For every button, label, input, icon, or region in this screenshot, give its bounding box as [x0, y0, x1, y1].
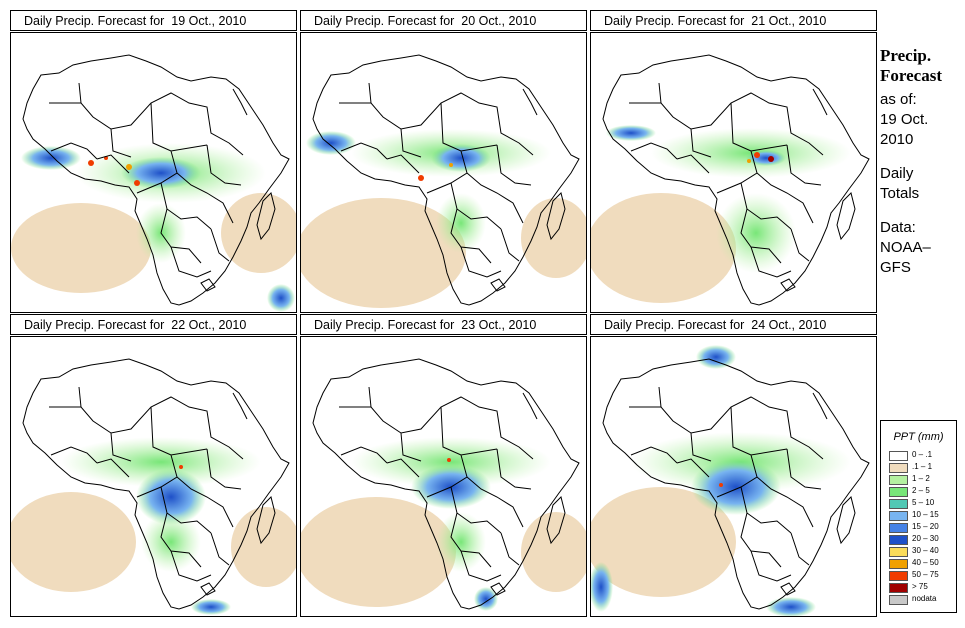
legend-swatch [889, 475, 908, 485]
legend-label: 10 – 15 [912, 510, 939, 519]
forecast-panel-day-1: Daily Precip. Forecast for 19 Oct., 2010 [10, 10, 297, 313]
panel-title: Daily Precip. Forecast for 24 Oct., 2010 [590, 314, 877, 335]
forecast-panel-day-6: Daily Precip. Forecast for 24 Oct., 2010 [590, 314, 877, 617]
legend-swatch [889, 595, 908, 605]
legend-swatch [889, 523, 908, 533]
legend-swatch [889, 571, 908, 581]
data-source-1: NOAA– [880, 239, 931, 256]
legend-label: 5 – 10 [912, 498, 935, 507]
panel-title: Daily Precip. Forecast for 19 Oct., 2010 [10, 10, 297, 31]
panel-title: Daily Precip. Forecast for 22 Oct., 2010 [10, 314, 297, 335]
sidebar-info: Precip. Forecast as of: 19 Oct. 2010 Dai… [880, 46, 965, 278]
precip-map [590, 32, 877, 313]
legend-swatch [889, 547, 908, 557]
panel-title: Daily Precip. Forecast for 23 Oct., 2010 [300, 314, 587, 335]
legend-swatch [889, 451, 908, 461]
legend-title: PPT (mm) [893, 431, 944, 443]
heading-forecast: Forecast [880, 66, 942, 85]
asof-date: 19 Oct. [880, 111, 929, 128]
legend-label: > 75 [912, 582, 928, 591]
legend-swatch [889, 535, 908, 545]
forecast-panel-day-5: Daily Precip. Forecast for 23 Oct., 2010 [300, 314, 587, 617]
forecast-panel-day-3: Daily Precip. Forecast for 21 Oct., 2010 [590, 10, 877, 313]
legend-label: 20 – 30 [912, 534, 939, 543]
heading-precip: Precip. [880, 46, 932, 65]
data-label: Data: [880, 219, 916, 236]
legend-swatch [889, 487, 908, 497]
totals-line2: Totals [880, 185, 920, 202]
legend-label: 15 – 20 [912, 522, 939, 531]
precip-map [10, 32, 297, 313]
legend-label: 2 – 5 [912, 486, 930, 495]
precip-map [10, 336, 297, 617]
legend-label: 40 – 50 [912, 558, 939, 567]
forecast-panel-day-2: Daily Precip. Forecast for 20 Oct., 2010 [300, 10, 587, 313]
legend-label: nodata [912, 594, 937, 603]
legend-swatch [889, 499, 908, 509]
precip-map [300, 336, 587, 617]
precip-map [590, 336, 877, 617]
legend-label: 0 – .1 [912, 450, 933, 459]
precip-map [300, 32, 587, 313]
legend-label: 1 – 2 [912, 474, 930, 483]
forecast-panel-day-4: Daily Precip. Forecast for 22 Oct., 2010 [10, 314, 297, 617]
totals-line1: Daily [880, 165, 914, 182]
legend-label: 30 – 40 [912, 546, 939, 555]
data-source-2: GFS [880, 259, 911, 276]
legend-swatch [889, 511, 908, 521]
legend-swatch [889, 583, 908, 593]
panel-title: Daily Precip. Forecast for 20 Oct., 2010 [300, 10, 587, 31]
legend-swatch [889, 559, 908, 569]
asof-label: as of: [880, 91, 917, 108]
asof-year: 2010 [880, 131, 914, 148]
legend-label: 50 – 75 [912, 570, 939, 579]
legend-label: .1 – 1 [912, 462, 933, 471]
precip-legend: PPT (mm) 0 – .1 .1 – 1 1 – 2 2 – 5 5 – 10 10 … [880, 420, 957, 613]
precip-fill [11, 143, 296, 312]
legend-swatch [889, 463, 908, 473]
panel-title: Daily Precip. Forecast for 21 Oct., 2010 [590, 10, 877, 31]
